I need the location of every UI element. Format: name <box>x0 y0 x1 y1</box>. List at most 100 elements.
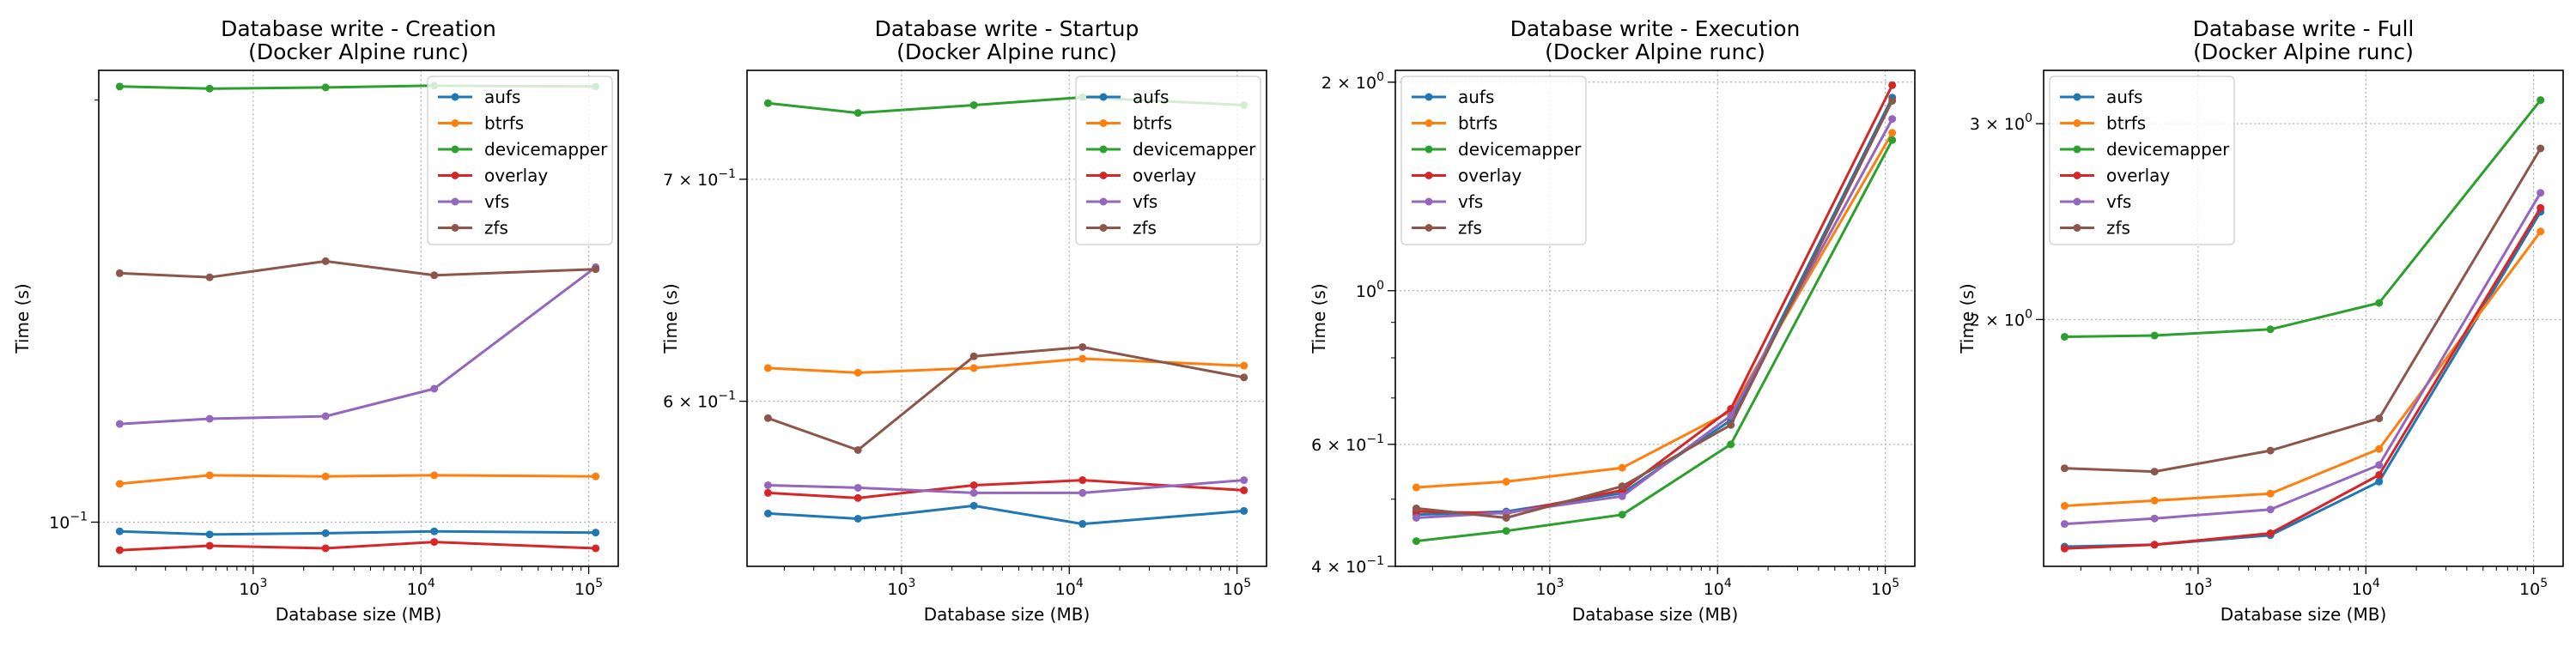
legend-marker-overlay <box>1099 172 1108 179</box>
data-point-aufs <box>430 527 439 535</box>
data-point-zfs <box>1502 513 1510 522</box>
legend-label-aufs: aufs <box>1133 87 1169 107</box>
series-line-vfs <box>119 266 597 426</box>
data-point-zfs <box>1618 482 1626 491</box>
series-line-btrfs <box>2064 230 2542 507</box>
x-tick-label: 105 <box>2519 577 2548 599</box>
series-line-overlay <box>119 541 596 552</box>
data-point-btrfs <box>2150 496 2159 505</box>
legend: aufs btrfs devicemapper overlay vfs zfs <box>427 76 613 245</box>
legend: aufs btrfs devicemapper overlay vfs zfs <box>1075 76 1261 245</box>
y-axis-label: Time (s) <box>1309 283 1329 354</box>
data-point-zfs <box>592 265 600 274</box>
data-point-devicemapper <box>1618 511 1626 519</box>
legend-label-btrfs: btrfs <box>1133 113 1172 134</box>
data-point-devicemapper <box>321 83 330 92</box>
chart-title: Database write - Creation <box>221 16 496 41</box>
data-point-overlay <box>2537 203 2545 212</box>
data-point-vfs <box>2150 514 2159 523</box>
series-line-aufs <box>119 529 596 536</box>
x-tick-label: 103 <box>2184 577 2212 599</box>
series-line-zfs <box>119 259 596 279</box>
legend-marker-aufs <box>451 93 459 101</box>
legend-marker-overlay <box>1425 172 1433 179</box>
legend-marker-zfs <box>1099 224 1108 232</box>
data-point-vfs <box>854 483 862 492</box>
x-axis-label: Database size (MB) <box>924 604 1091 625</box>
data-point-aufs <box>2375 477 2384 486</box>
axes-frame <box>2043 70 2564 567</box>
y-tick-label: 3 × 100 <box>1970 112 2032 134</box>
legend-marker-vfs <box>1099 197 1108 206</box>
data-point-vfs <box>2266 505 2275 514</box>
data-point-devicemapper <box>2537 96 2545 105</box>
data-point-devicemapper <box>115 82 124 91</box>
legend-marker-devicemapper <box>451 145 459 154</box>
x-tick-label: 104 <box>1704 577 1732 599</box>
data-point-vfs <box>321 412 330 420</box>
x-tick-label: 105 <box>1223 577 1251 599</box>
data-point-btrfs <box>1502 477 1510 486</box>
legend-label-devicemapper: devicemapper <box>1458 139 1582 160</box>
chart-title: Database write - Full <box>2193 16 2415 41</box>
data-point-zfs <box>763 414 772 422</box>
data-point-zfs <box>1727 420 1735 429</box>
data-point-vfs <box>115 420 124 428</box>
legend-marker-vfs <box>2073 197 2081 206</box>
data-point-overlay <box>1078 476 1087 485</box>
series-group <box>115 82 600 554</box>
data-point-aufs <box>1240 506 1249 515</box>
data-point-devicemapper <box>1727 440 1735 449</box>
legend-label-devicemapper: devicemapper <box>1133 139 1256 160</box>
data-point-zfs <box>2537 144 2545 153</box>
x-tick-label: 103 <box>887 577 915 599</box>
data-point-overlay <box>430 538 439 547</box>
data-point-btrfs <box>321 472 330 481</box>
data-point-overlay <box>2060 544 2069 553</box>
data-point-zfs <box>2375 414 2384 423</box>
series-line-btrfs <box>768 357 1244 374</box>
data-point-vfs <box>1412 513 1420 522</box>
legend-marker-btrfs <box>451 119 459 127</box>
legend-marker-zfs <box>2073 224 2081 232</box>
data-point-btrfs <box>2375 444 2384 453</box>
data-point-overlay <box>1888 81 1897 89</box>
legend-label-devicemapper: devicemapper <box>2106 139 2230 160</box>
legend-label-devicemapper: devicemapper <box>484 139 608 160</box>
legend-label-btrfs: btrfs <box>2106 113 2146 134</box>
data-point-devicemapper <box>763 99 772 107</box>
data-point-zfs <box>430 271 439 280</box>
data-point-vfs <box>763 481 772 489</box>
legend-marker-overlay <box>451 172 459 179</box>
data-point-overlay <box>2375 470 2384 479</box>
series-line-vfs <box>768 479 1244 494</box>
legend-marker-overlay <box>2073 172 2081 179</box>
y-tick-label: 6 × 10−1 <box>663 390 736 412</box>
y-tick-label: 4 × 10−1 <box>1311 554 1384 577</box>
legend-label-overlay: overlay <box>1133 166 1196 186</box>
chart-panel-4: 103 104 105 2 × 100 3 × 100 Database write - … <box>1957 16 2564 625</box>
data-point-btrfs <box>1888 129 1897 137</box>
legend-marker-zfs <box>1425 224 1433 232</box>
x-tick-label: 104 <box>1055 577 1084 599</box>
data-point-btrfs <box>2266 489 2275 498</box>
data-point-devicemapper <box>969 100 978 109</box>
data-point-overlay <box>1240 486 1249 494</box>
legend-box <box>427 76 613 245</box>
data-point-overlay <box>969 481 978 489</box>
legend-label-vfs: vfs <box>484 191 509 212</box>
data-point-zfs <box>969 352 978 360</box>
data-point-btrfs <box>430 471 439 480</box>
data-point-aufs <box>854 514 862 523</box>
data-point-aufs <box>969 501 978 510</box>
data-point-vfs <box>969 488 978 497</box>
legend-marker-devicemapper <box>1425 145 1433 154</box>
series-line-btrfs <box>119 474 596 486</box>
y-tick-label: 2 × 100 <box>1321 70 1384 93</box>
legend-label-vfs: vfs <box>1458 191 1483 212</box>
data-point-vfs <box>1240 476 1249 485</box>
data-point-vfs <box>430 384 439 393</box>
data-point-overlay <box>115 546 124 554</box>
chart-subtitle: (Docker Alpine runc) <box>896 39 1117 64</box>
